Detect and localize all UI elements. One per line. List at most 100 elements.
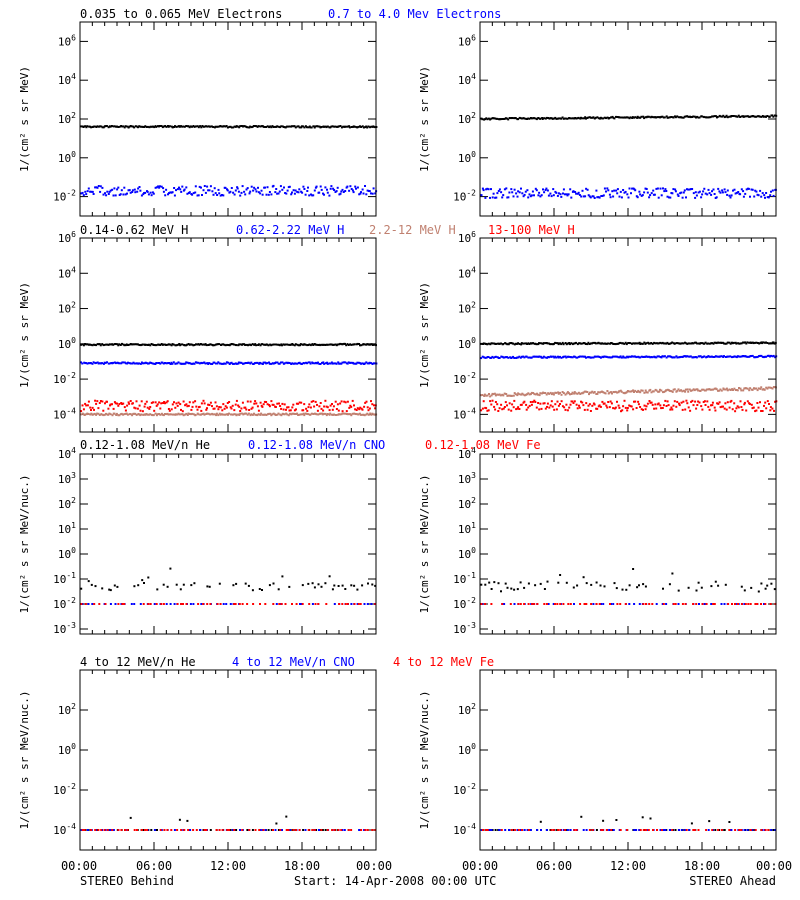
data-point <box>514 393 517 396</box>
data-point <box>89 406 92 409</box>
data-point <box>323 343 326 346</box>
data-point <box>693 389 696 392</box>
data-point <box>654 403 657 406</box>
data-point <box>480 357 483 360</box>
data-point <box>341 343 344 346</box>
data-point <box>648 400 651 402</box>
data-point <box>652 829 654 831</box>
data-point <box>645 829 647 831</box>
data-point <box>89 190 92 193</box>
data-point <box>710 585 713 588</box>
data-point <box>345 344 348 347</box>
data-point <box>671 341 674 344</box>
data-point <box>218 192 221 195</box>
data-point <box>272 126 275 128</box>
data-point <box>147 603 150 605</box>
data-point <box>554 341 557 344</box>
data-point <box>281 344 283 347</box>
data-point <box>285 815 288 818</box>
data-point <box>684 355 686 358</box>
data-point <box>330 185 333 188</box>
row3-behind-panel: 1/(cm² s sr MeV/nuc.)10410310210110010-1… <box>18 446 377 636</box>
data-point <box>284 343 287 346</box>
data-point <box>265 414 268 416</box>
data-point <box>140 194 143 197</box>
data-point <box>229 829 232 831</box>
data-point <box>203 402 206 405</box>
data-point <box>222 403 225 406</box>
data-point <box>281 829 283 831</box>
data-point <box>200 603 203 605</box>
data-point <box>344 125 346 128</box>
data-point <box>164 125 167 127</box>
data-point <box>666 195 669 198</box>
data-point <box>340 829 343 831</box>
data-point <box>517 356 520 359</box>
data-point <box>547 603 550 605</box>
data-point <box>509 603 512 605</box>
data-point <box>297 414 300 416</box>
data-point <box>162 603 165 605</box>
data-point <box>530 194 533 197</box>
data-point <box>150 401 153 404</box>
data-point <box>539 342 542 345</box>
data-point <box>257 413 260 416</box>
data-point <box>661 603 664 605</box>
data-point <box>585 603 588 605</box>
data-point <box>674 190 677 193</box>
data-point <box>773 409 775 412</box>
data-point <box>735 407 738 410</box>
data-point <box>712 356 715 358</box>
data-point <box>672 404 675 407</box>
data-point <box>732 389 734 391</box>
data-point <box>177 361 180 364</box>
data-point <box>306 190 309 192</box>
data-point <box>280 603 283 605</box>
data-point <box>348 413 351 416</box>
data-point <box>638 603 641 605</box>
data-point <box>510 409 513 412</box>
data-point <box>726 341 729 344</box>
x-tick-left-2: 12:00 <box>210 859 246 873</box>
data-point <box>143 126 146 128</box>
data-point <box>178 125 181 128</box>
data-point <box>609 356 612 359</box>
data-point <box>520 343 523 346</box>
data-point <box>640 194 643 197</box>
data-point <box>764 603 767 605</box>
data-point <box>504 342 507 345</box>
data-point <box>670 355 673 358</box>
data-point <box>619 116 622 119</box>
data-point <box>756 115 759 118</box>
data-point <box>180 343 183 346</box>
data-point <box>624 356 627 359</box>
data-point <box>131 189 134 192</box>
data-point <box>361 408 364 411</box>
data-point <box>607 356 610 359</box>
data-point <box>128 362 131 365</box>
data-point <box>133 603 136 605</box>
data-point <box>253 186 256 189</box>
data-point <box>616 192 619 195</box>
data-point <box>528 404 531 407</box>
data-point <box>317 344 320 346</box>
data-point <box>572 117 574 120</box>
data-point <box>692 115 695 118</box>
row4-behind-ytick-label: 102 <box>58 702 76 717</box>
data-point <box>106 343 109 346</box>
data-point <box>243 412 246 415</box>
data-point <box>745 409 748 412</box>
data-point <box>570 356 573 359</box>
data-point <box>699 355 702 358</box>
data-point <box>554 355 557 358</box>
data-point <box>496 117 499 120</box>
data-point <box>592 116 595 119</box>
data-point <box>170 413 173 416</box>
data-point <box>594 116 597 119</box>
data-point <box>605 190 607 193</box>
data-point <box>195 125 197 128</box>
data-point <box>684 603 687 605</box>
data-point <box>344 190 347 192</box>
data-point <box>319 185 322 188</box>
data-point <box>766 115 769 117</box>
